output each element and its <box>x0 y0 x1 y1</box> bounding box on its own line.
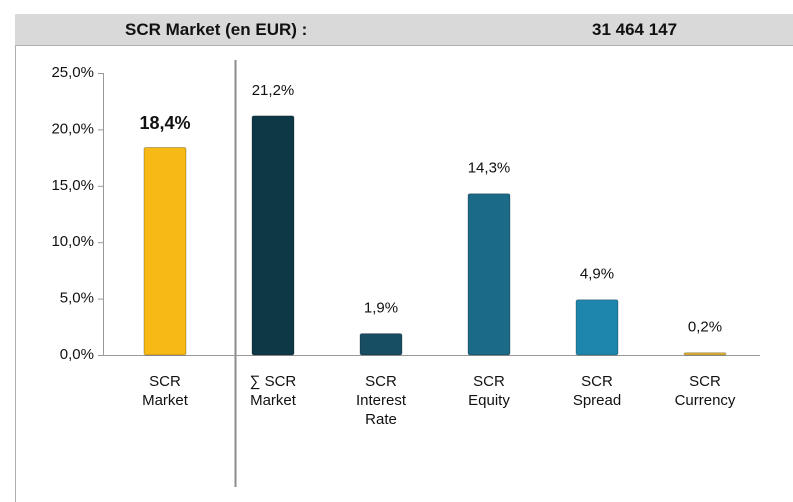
x-tick-label: ∑ SCR Market <box>249 373 297 409</box>
x-tick-label: SCR Spread <box>572 373 622 409</box>
bar <box>359 333 403 356</box>
header-title: SCR Market (en EUR) : <box>125 20 308 39</box>
bar <box>575 299 619 356</box>
bar <box>683 352 727 356</box>
x-tick-label: SCR Equity <box>468 373 510 409</box>
x-tick-label: SCR Market <box>142 373 188 409</box>
x-tick-label: SCR Interest Rate <box>355 373 407 428</box>
value-label: 18,4% <box>139 113 190 133</box>
y-tick-label: 25,0% <box>51 64 94 81</box>
bar <box>251 115 295 356</box>
y-tick-label: 10,0% <box>51 233 94 250</box>
value-label: 21,2% <box>252 82 295 99</box>
y-tick-label: 0,0% <box>60 346 94 363</box>
x-tick-label: SCR Currency <box>674 373 736 409</box>
value-label: 1,9% <box>364 300 398 317</box>
bar <box>467 193 511 356</box>
y-tick-label: 5,0% <box>60 290 94 307</box>
header-value: 31 464 147 <box>592 20 678 39</box>
y-tick-label: 20,0% <box>51 120 94 137</box>
header-bar: SCR Market (en EUR) : 31 464 147 <box>15 14 793 46</box>
value-label: 4,9% <box>580 266 614 283</box>
value-label: 14,3% <box>468 160 511 177</box>
y-tick-label: 15,0% <box>51 177 94 194</box>
bar <box>143 146 187 356</box>
value-label: 0,2% <box>688 319 722 336</box>
